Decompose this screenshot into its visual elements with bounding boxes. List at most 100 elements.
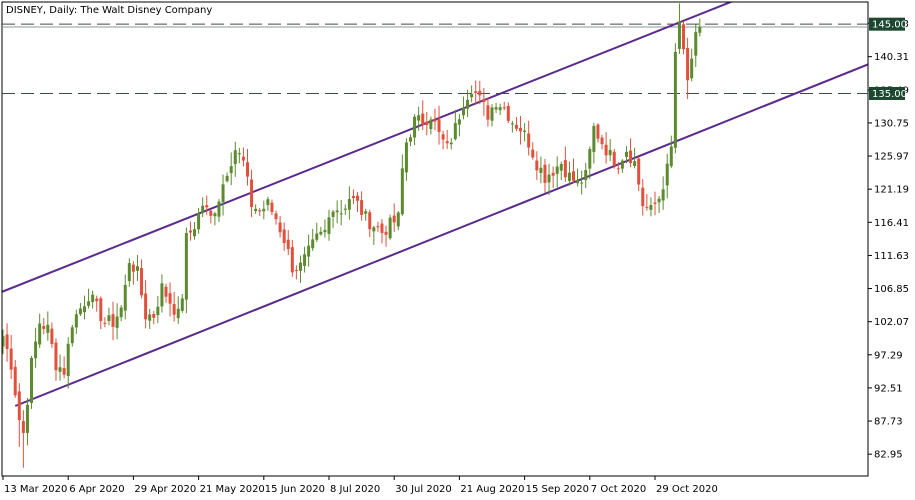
- candle: [2, 329, 5, 355]
- candle-body: [510, 123, 514, 125]
- time-axis: 13 Mar 2020 6 Apr 2020 29 Apr 2020 21 May 2…: [2, 476, 718, 495]
- candle: [535, 151, 539, 180]
- candle: [78, 302, 82, 316]
- candle: [123, 274, 127, 320]
- candle: [262, 200, 266, 220]
- candle: [441, 130, 445, 150]
- candle-body: [172, 304, 176, 315]
- y-tick-label: 92.51: [874, 383, 903, 394]
- candle: [502, 101, 506, 111]
- candle-body: [74, 314, 78, 328]
- candle: [156, 295, 160, 324]
- candle: [290, 239, 294, 277]
- candle-body: [193, 229, 197, 237]
- candle: [131, 261, 135, 285]
- candle-body: [54, 342, 58, 371]
- candle: [653, 191, 657, 216]
- candle: [188, 221, 192, 241]
- candle: [474, 80, 478, 105]
- candle-body: [34, 341, 38, 359]
- candle: [111, 301, 115, 341]
- candle-body: [673, 51, 677, 148]
- candle: [115, 303, 119, 340]
- candle: [413, 114, 417, 146]
- channel-line-lower[interactable]: [14, 62, 875, 407]
- candle-body: [657, 198, 661, 203]
- candle-body: [429, 119, 433, 130]
- candle: [237, 147, 241, 164]
- candle-body: [229, 166, 233, 174]
- candle-body: [111, 314, 115, 327]
- candle-body: [506, 105, 510, 121]
- candle: [193, 222, 197, 240]
- candle-body: [519, 127, 523, 132]
- candle-body: [213, 213, 217, 217]
- candle: [690, 48, 694, 82]
- candle-body: [449, 142, 453, 145]
- candle: [572, 158, 575, 184]
- candle-body: [360, 200, 364, 215]
- price-tag-label: 135.00: [872, 89, 907, 100]
- candle: [584, 162, 588, 189]
- candle: [494, 102, 498, 113]
- candle-body: [576, 179, 580, 184]
- candle-body: [417, 115, 421, 121]
- candle: [209, 209, 213, 224]
- candle-body: [384, 231, 388, 235]
- candle: [478, 80, 482, 105]
- candle-body: [665, 163, 669, 186]
- candle-body: [21, 420, 25, 433]
- candle-body: [351, 195, 355, 199]
- candle-body: [572, 171, 575, 181]
- trend-channel: [0, 0, 875, 407]
- candle-body: [70, 327, 74, 344]
- candle-body: [682, 24, 686, 50]
- x-tick-label: 6 Apr 2020: [69, 484, 124, 495]
- chart-title: DISNEY, Daily: The Walt Disney Company: [6, 5, 212, 16]
- candle: [140, 259, 144, 299]
- candle: [250, 169, 254, 218]
- candle-body: [474, 91, 478, 93]
- candle: [482, 87, 486, 116]
- candle-body: [9, 348, 13, 370]
- price-tags: 145.00 135.00: [869, 17, 907, 100]
- channel-line-upper[interactable]: [0, 0, 745, 293]
- candle-body: [38, 323, 42, 345]
- candle-body: [241, 156, 245, 161]
- candle: [519, 116, 523, 145]
- candle-body: [209, 210, 213, 216]
- candle-body: [604, 144, 608, 156]
- candle-body: [404, 142, 408, 173]
- candle-body: [539, 167, 543, 173]
- candle-body: [694, 32, 698, 56]
- candle: [633, 147, 637, 169]
- y-tick-label: 111.63: [874, 251, 909, 262]
- candle: [645, 193, 649, 211]
- x-tick-label: 7 Oct 2020: [591, 484, 646, 495]
- candle-body: [5, 334, 9, 349]
- candle-body: [588, 149, 592, 169]
- candle-body: [457, 119, 461, 125]
- candle: [673, 43, 677, 154]
- candle-body: [78, 308, 82, 315]
- candle-body: [584, 170, 588, 181]
- candle-body: [140, 268, 144, 296]
- candle-body: [286, 239, 290, 250]
- candle-body: [331, 211, 335, 217]
- candle-body: [592, 126, 596, 152]
- y-tick-label: 82.95: [874, 450, 903, 461]
- candle-body: [282, 229, 286, 244]
- x-tick-label: 8 Jul 2020: [330, 484, 380, 495]
- candle: [119, 305, 123, 322]
- candle-body: [616, 168, 620, 170]
- candle: [620, 159, 624, 173]
- candle: [246, 148, 249, 186]
- candle: [347, 186, 351, 220]
- candle-body: [217, 201, 221, 217]
- candle: [201, 197, 205, 218]
- candle-body: [661, 189, 665, 201]
- price-tag-145.00: 145.00: [869, 17, 907, 31]
- candle-body: [490, 107, 494, 121]
- candle-body: [83, 306, 86, 313]
